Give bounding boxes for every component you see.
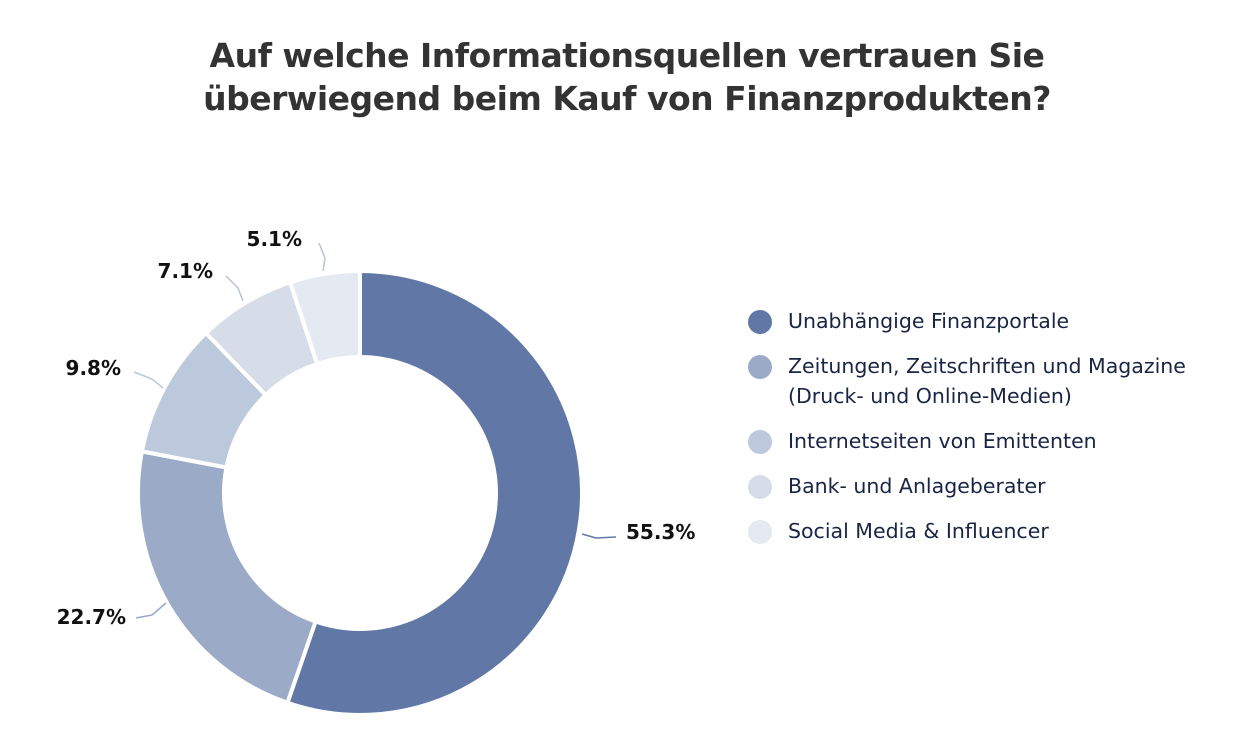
- legend-dot-icon: [748, 430, 772, 454]
- legend-label: Zeitungen, Zeitschriften und Magazine: [788, 354, 1186, 378]
- leader-line: [225, 275, 244, 302]
- leader-line: [318, 242, 326, 272]
- legend-item: Unabhängige Finanzportale: [748, 306, 1248, 336]
- chart-title: Auf welche Informationsquellen vertrauen…: [0, 34, 1254, 120]
- leader-line: [135, 602, 167, 619]
- leader-line: [581, 533, 617, 539]
- chart-title-line-2: überwiegend beim Kauf von Finanzprodukte…: [203, 79, 1051, 118]
- leader-line: [133, 371, 164, 389]
- chart-title-line-1: Auf welche Informationsquellen vertrauen…: [209, 36, 1045, 75]
- chart-legend: Unabhängige Finanzportale Zeitungen, Zeit…: [748, 306, 1248, 561]
- legend-label: Bank- und Anlageberater: [788, 474, 1046, 498]
- legend-dot-icon: [748, 475, 772, 499]
- data-label: 5.1%: [247, 227, 302, 251]
- donut-slice: [287, 268, 362, 367]
- donut-slice: [136, 449, 319, 706]
- legend-label: (Druck- und Online-Medien): [788, 384, 1072, 408]
- legend-item: Bank- und Anlageberater: [748, 471, 1248, 501]
- legend-item: Social Media & Influencer: [748, 516, 1248, 546]
- legend-item: Internetseiten von Emittenten: [748, 426, 1248, 456]
- data-label: 22.7%: [57, 605, 126, 629]
- legend-dot-icon: [748, 310, 772, 334]
- legend-item: Zeitungen, Zeitschriften und Magazine (Dr…: [748, 351, 1248, 411]
- data-label: 7.1%: [158, 259, 213, 283]
- legend-label: Internetseiten von Emittenten: [788, 429, 1097, 453]
- legend-dot-icon: [748, 355, 772, 379]
- legend-label: Unabhängige Finanzportale: [788, 309, 1070, 333]
- data-label: 55.3%: [626, 520, 695, 544]
- data-label: 9.8%: [66, 356, 121, 380]
- legend-dot-icon: [748, 520, 772, 544]
- donut-slice: [284, 268, 584, 717]
- legend-label: Social Media & Influencer: [788, 519, 1049, 543]
